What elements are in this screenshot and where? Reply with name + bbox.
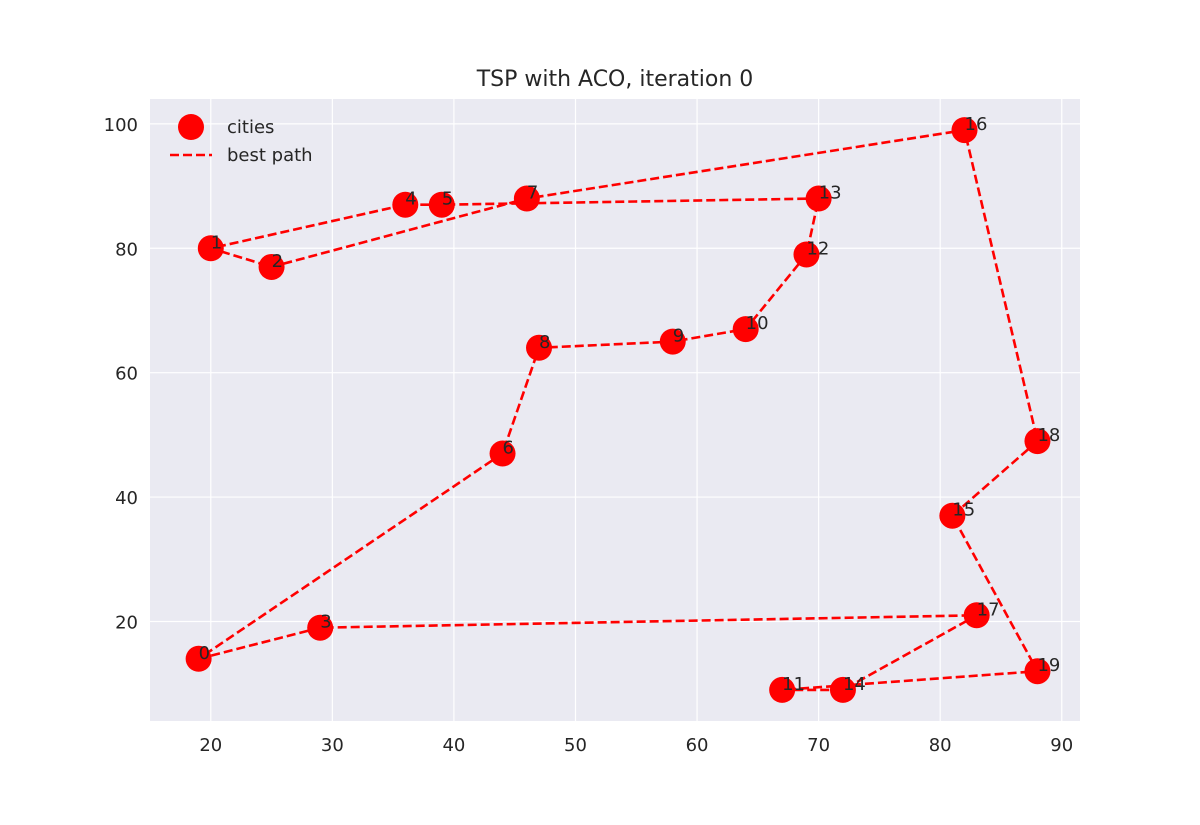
city-point bbox=[428, 191, 455, 218]
city-point bbox=[659, 328, 686, 355]
city-label: 6 bbox=[503, 438, 514, 459]
x-tick-label: 20 bbox=[199, 735, 222, 756]
city-label: 1 bbox=[211, 232, 222, 253]
y-tick-label: 100 bbox=[104, 115, 138, 136]
city-label: 7 bbox=[527, 183, 538, 204]
city-point bbox=[526, 334, 553, 361]
legend: cities best path bbox=[170, 114, 313, 166]
cities-layer bbox=[185, 117, 1051, 703]
x-tick-label: 30 bbox=[321, 735, 344, 756]
city-point bbox=[258, 253, 285, 280]
x-tick-label: 40 bbox=[442, 735, 465, 756]
legend-cities-marker bbox=[178, 114, 204, 140]
city-label: 18 bbox=[1037, 425, 1060, 446]
chart-title: TSP with ACO, iteration 0 bbox=[476, 67, 754, 92]
city-point bbox=[963, 602, 990, 629]
city-label: 4 bbox=[405, 189, 416, 210]
city-point bbox=[489, 440, 516, 467]
city-label: 13 bbox=[819, 183, 842, 204]
x-tick-label: 80 bbox=[929, 735, 952, 756]
city-label: 2 bbox=[272, 251, 283, 272]
city-label: 9 bbox=[673, 326, 684, 347]
x-tick-label: 90 bbox=[1050, 735, 1073, 756]
city-label: 19 bbox=[1037, 655, 1060, 676]
x-tick-label: 50 bbox=[564, 735, 587, 756]
x-axis-ticks: 20 30 40 50 60 70 80 90 bbox=[199, 735, 1073, 756]
city-point bbox=[939, 502, 966, 529]
city-point bbox=[829, 676, 856, 703]
city-point bbox=[513, 185, 540, 212]
x-tick-label: 70 bbox=[807, 735, 830, 756]
city-label: 16 bbox=[965, 114, 988, 135]
city-point bbox=[392, 191, 419, 218]
city-point bbox=[805, 185, 832, 212]
y-tick-label: 20 bbox=[115, 612, 138, 633]
y-tick-label: 80 bbox=[115, 239, 138, 260]
y-tick-label: 60 bbox=[115, 364, 138, 385]
city-label: 8 bbox=[539, 332, 550, 353]
city-point bbox=[1024, 658, 1051, 685]
city-label: 17 bbox=[977, 599, 1000, 620]
city-label: 10 bbox=[746, 313, 769, 334]
city-point bbox=[307, 614, 334, 641]
city-point bbox=[185, 645, 212, 672]
city-point bbox=[951, 117, 978, 144]
city-point bbox=[197, 235, 224, 262]
city-point bbox=[793, 241, 820, 268]
city-label: 0 bbox=[199, 643, 210, 664]
legend-cities-label: cities bbox=[227, 117, 274, 138]
city-label: 11 bbox=[782, 674, 805, 695]
city-label: 15 bbox=[952, 500, 975, 521]
city-point bbox=[732, 316, 759, 343]
city-label: 14 bbox=[843, 674, 866, 695]
city-label: 3 bbox=[320, 612, 331, 633]
legend-path-label: best path bbox=[227, 145, 313, 166]
city-label: 5 bbox=[442, 189, 453, 210]
x-tick-label: 60 bbox=[686, 735, 709, 756]
y-tick-label: 40 bbox=[115, 488, 138, 509]
city-point bbox=[1024, 428, 1051, 455]
y-axis-ticks: 20 40 60 80 100 bbox=[104, 115, 138, 634]
city-label: 12 bbox=[806, 239, 829, 260]
city-point bbox=[769, 676, 796, 703]
